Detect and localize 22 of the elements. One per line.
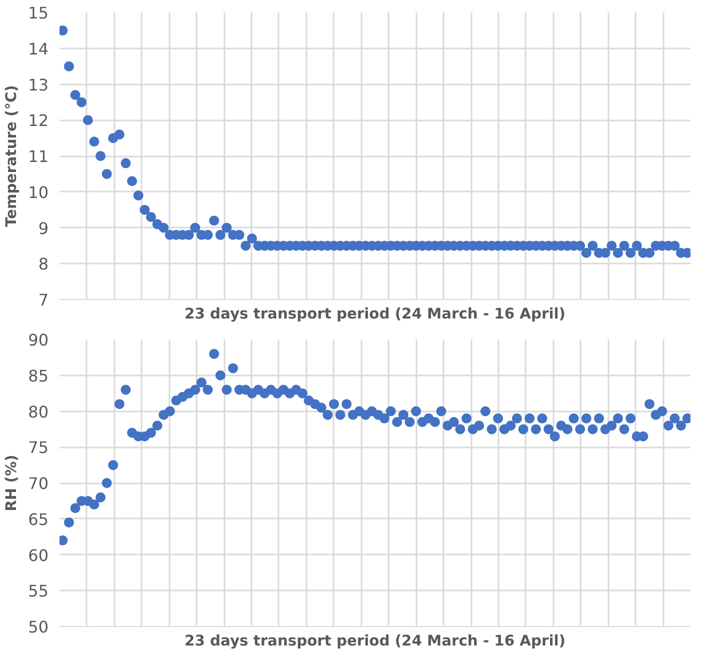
- y-tick-label: 12: [28, 111, 48, 130]
- y-tick-label: 13: [28, 75, 48, 94]
- y-tick-label: 7: [38, 290, 49, 310]
- y-tick-label: 50: [28, 618, 48, 636]
- x-axis-title: 23 days transport period (24 March - 16 April): [184, 306, 566, 322]
- y-tick-label: 60: [28, 546, 48, 565]
- y-tick-label: 10: [28, 182, 48, 202]
- y-tick-label: 15: [28, 4, 48, 22]
- y-axis-title: RH (%): [3, 454, 20, 512]
- y-tick-label: 65: [28, 510, 48, 529]
- y-tick-label: 14: [28, 39, 48, 58]
- y-tick-label: 11: [28, 147, 48, 166]
- y-tick-label: 55: [28, 582, 48, 601]
- y-tick-label: 85: [28, 366, 48, 386]
- y-tick-label: 70: [28, 474, 48, 493]
- y-tick-label: 75: [28, 438, 48, 458]
- y-tick-label: 90: [28, 330, 48, 350]
- y-tick-label: 8: [38, 254, 49, 274]
- x-axis-title: 23 days transport period (24 March - 16 April): [184, 632, 566, 650]
- y-tick-label: 80: [28, 402, 48, 422]
- y-tick-label: 9: [38, 218, 49, 238]
- y-axis-title: Temperature (°C): [3, 84, 20, 227]
